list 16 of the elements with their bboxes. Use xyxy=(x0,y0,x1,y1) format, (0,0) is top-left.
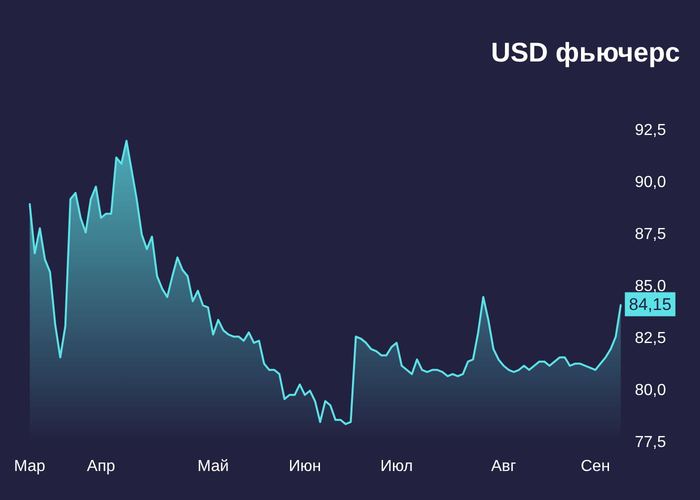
y-tick-label: 77,5 xyxy=(634,434,666,452)
y-tick-label: 87,5 xyxy=(634,226,666,243)
x-tick-label: Июн xyxy=(288,458,322,475)
y-tick-label: 82,5 xyxy=(634,330,666,348)
y-tick-label: 92,5 xyxy=(634,122,666,139)
y-tick-label: 90,0 xyxy=(634,174,666,191)
x-tick-label: Май xyxy=(197,458,229,475)
y-tick-label: 85,0 xyxy=(634,278,666,296)
x-tick-label: Авг xyxy=(491,458,516,475)
data-label: 84,15 xyxy=(628,294,672,314)
y-tick-label: 80,0 xyxy=(634,382,666,400)
x-tick-label: Апр xyxy=(86,458,116,475)
x-tick-label: Июл xyxy=(380,458,413,475)
x-tick-label: Сен xyxy=(580,458,610,475)
x-tick-label: Мар xyxy=(14,458,46,475)
chart-title: USD фьючерс xyxy=(491,38,680,68)
